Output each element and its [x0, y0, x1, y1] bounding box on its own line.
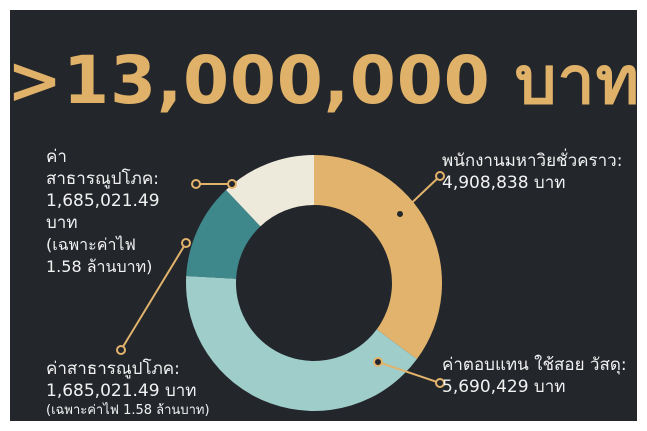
- leader-dot: [435, 378, 445, 388]
- segment-label: พนักงานมหาวิยชั่วคราว: 4,908,838 บาท: [442, 150, 642, 194]
- value-label: 1,685,021.49 บาท: [46, 381, 197, 401]
- segment-label: ค่าสาธารณูปโภค: 1,685,021.49 บาท (เฉพาะค่า…: [46, 358, 236, 420]
- donut-segment: [186, 190, 261, 279]
- category-label: พนักงานมหาวิยชั่วคราว:: [442, 151, 623, 171]
- donut-segment: [186, 275, 417, 412]
- leader-line: [399, 175, 441, 215]
- leader-dot: [191, 179, 201, 189]
- category-label: ค่าตอบแทน ใช้สอย วัสดุ:: [442, 355, 627, 375]
- donut-segment: [226, 155, 314, 227]
- category-label: ค่าสาธารณูปโภค:: [46, 147, 159, 189]
- segment-label: ค่าตอบแทน ใช้สอย วัสดุ: 5,690,429 บาท: [442, 354, 642, 398]
- donut-segment: [314, 155, 442, 360]
- leader-line: [377, 361, 441, 384]
- leader-dot: [435, 171, 445, 181]
- value-label: 1,685,021.49 บาท: [46, 191, 160, 233]
- value-label: 5,690,429 บาท: [442, 377, 566, 397]
- leader-dot: [373, 357, 383, 367]
- leader-dot: [227, 179, 237, 189]
- leader-line: [120, 242, 187, 351]
- chart-title: >13,000,000 บาท: [6, 42, 641, 119]
- value-label: 4,908,838 บาท: [442, 173, 566, 193]
- leader-dot: [116, 345, 126, 355]
- background: [10, 10, 637, 421]
- category-label: ค่าสาธารณูปโภค:: [46, 359, 180, 379]
- segment-label: ค่าสาธารณูปโภค: 1,685,021.49 บาท (เฉพาะค่า…: [46, 146, 176, 278]
- note-label: (เฉพาะค่าไฟ 1.58 ล้านบาท): [46, 403, 210, 418]
- note-label: (เฉพาะค่าไฟ 1.58 ล้านบาท): [46, 235, 153, 276]
- leader-dot: [395, 209, 405, 219]
- leader-dot: [181, 238, 191, 248]
